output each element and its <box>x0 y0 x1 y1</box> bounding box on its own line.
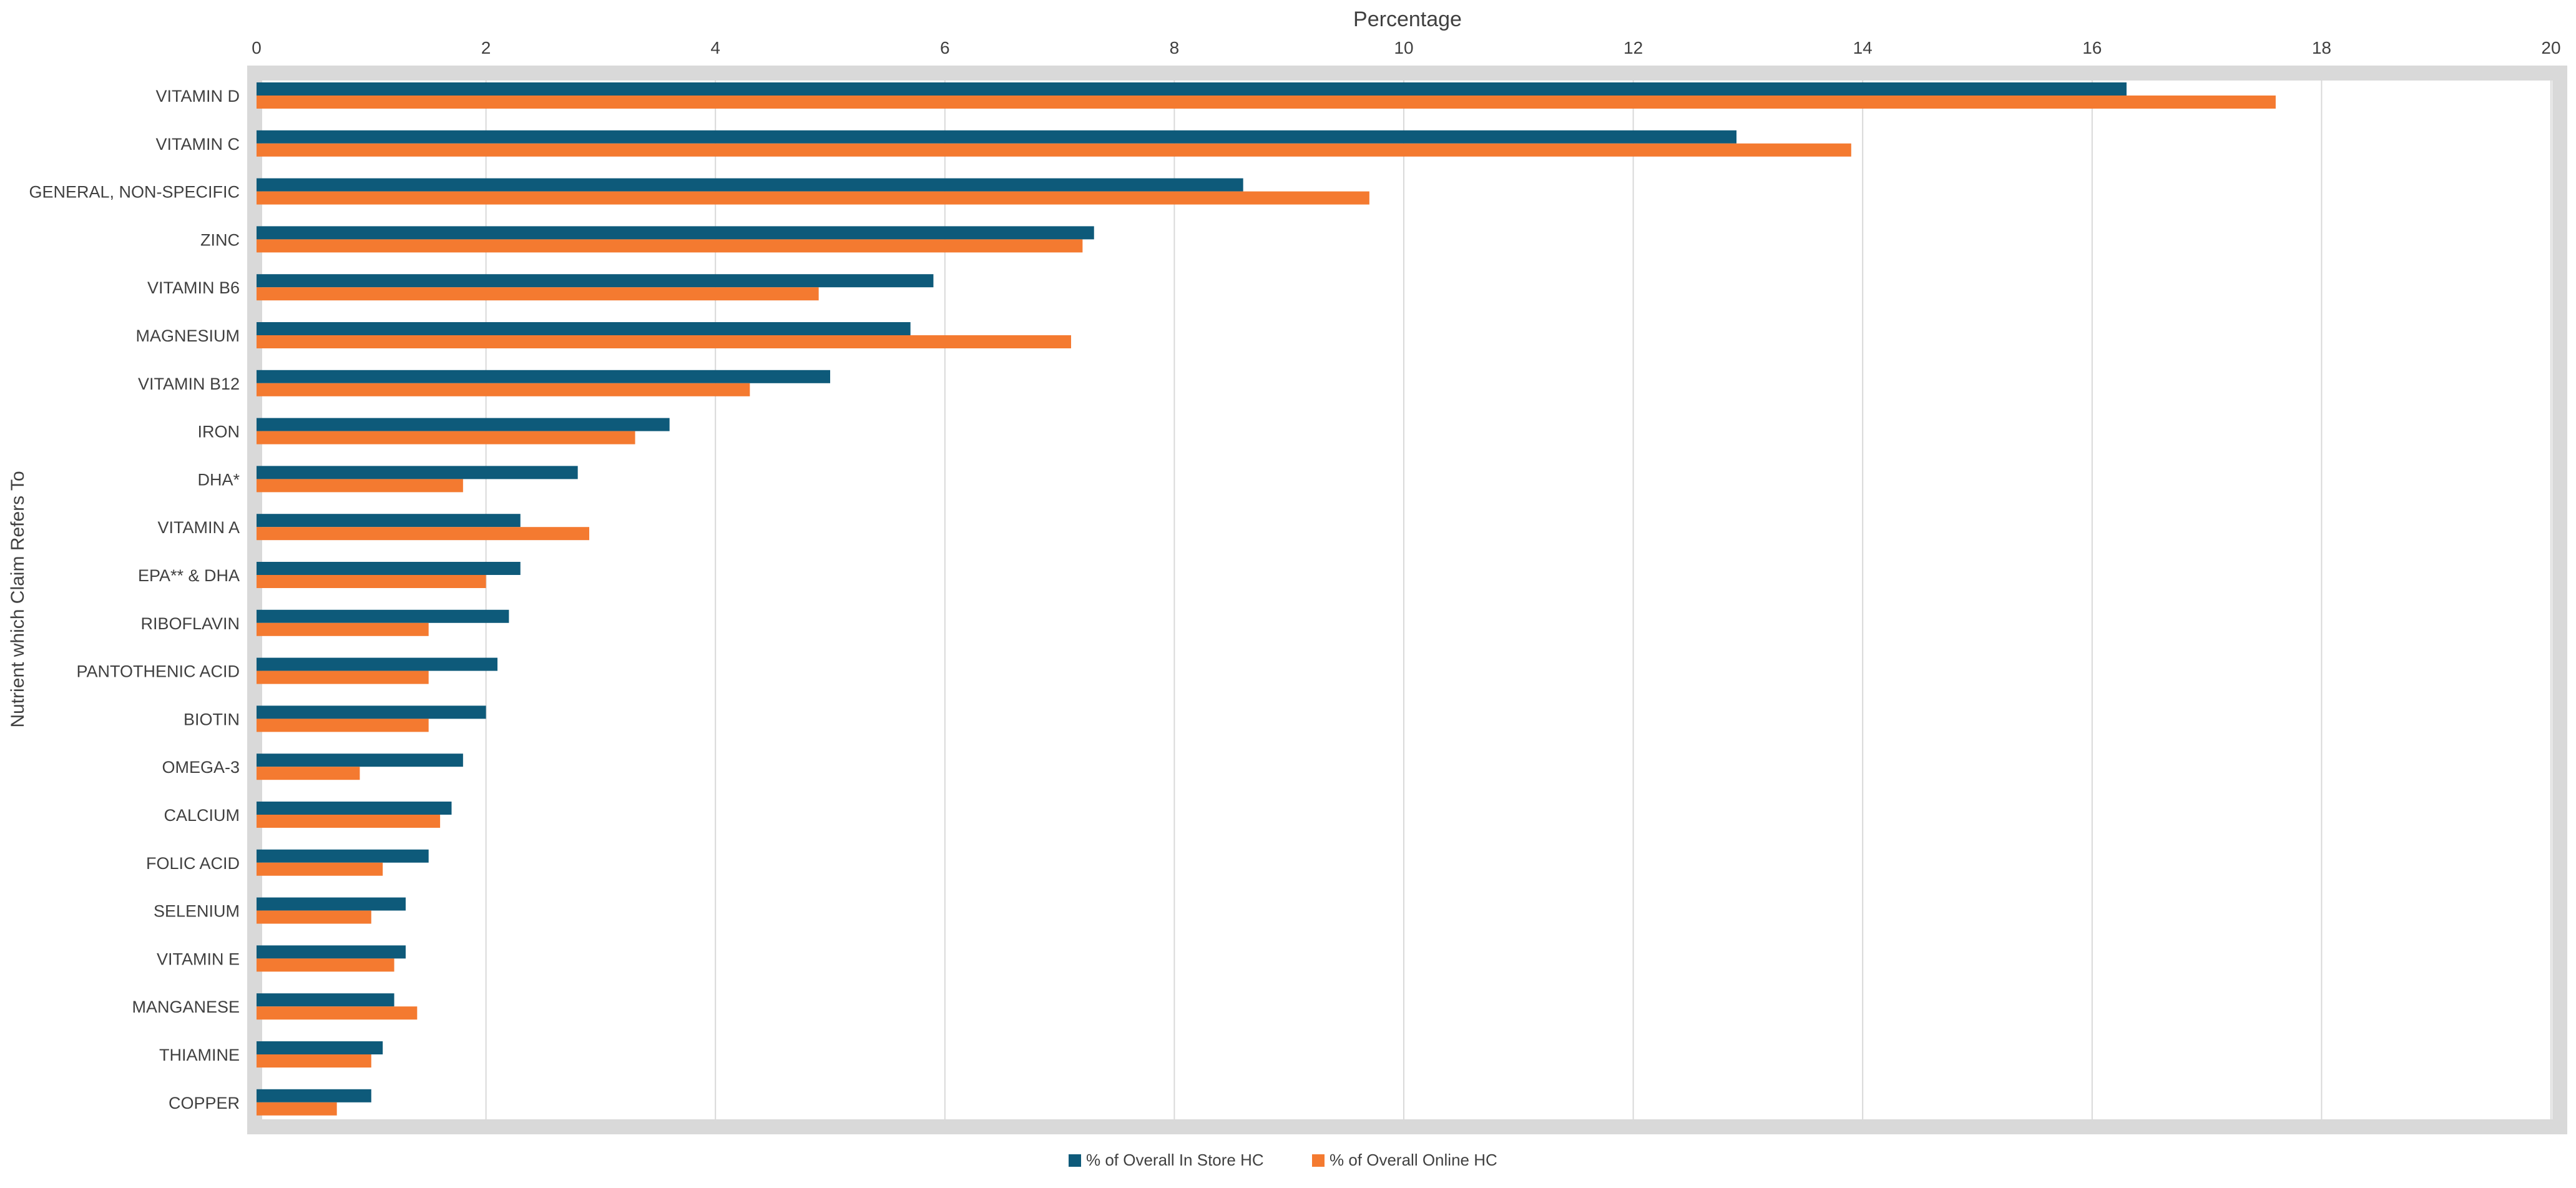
x-tick-label: 16 <box>2082 38 2102 57</box>
legend-swatch <box>1069 1154 1081 1167</box>
bar <box>257 575 486 588</box>
bar <box>257 82 2127 96</box>
y-category-label: SELENIUM <box>154 902 240 921</box>
bar <box>257 719 429 732</box>
bar <box>257 96 2276 109</box>
bar <box>257 335 1071 348</box>
bar <box>257 466 578 479</box>
x-tick-label: 10 <box>1394 38 1413 57</box>
bar <box>257 287 819 301</box>
y-category-label: BIOTIN <box>184 710 240 729</box>
bar <box>257 1054 371 1068</box>
x-tick-label: 8 <box>1170 38 1180 57</box>
y-category-label: VITAMIN B12 <box>138 375 240 393</box>
x-tick-label: 18 <box>2312 38 2331 57</box>
y-category-label: VITAMIN C <box>156 135 240 154</box>
y-axis-labels: VITAMIN D VITAMIN C GENERAL, NON-SPECIFIC Z… <box>29 87 240 1112</box>
y-category-label: THIAMINE <box>159 1046 240 1064</box>
bar <box>257 670 429 684</box>
bar <box>257 370 830 383</box>
bar <box>257 622 429 636</box>
y-category-label: VITAMIN A <box>157 518 240 537</box>
legend-swatch <box>1312 1154 1325 1167</box>
y-category-label: VITAMIN D <box>156 87 240 106</box>
bar <box>257 609 509 623</box>
bar <box>257 178 1243 192</box>
bar <box>257 657 497 671</box>
bar <box>257 562 521 575</box>
bar <box>257 143 1851 157</box>
y-category-label: COPPER <box>169 1094 240 1112</box>
x-axis-title: Percentage <box>1353 7 1462 31</box>
bar <box>257 945 406 959</box>
y-category-label: MANGANESE <box>132 998 240 1016</box>
bar <box>257 479 463 493</box>
y-category-label: VITAMIN B6 <box>147 278 240 297</box>
bar <box>257 274 934 288</box>
bar <box>257 1102 337 1116</box>
y-category-label: VITAMIN E <box>157 950 240 968</box>
bar <box>257 130 1737 144</box>
bar <box>257 226 1094 240</box>
y-category-label: MAGNESIUM <box>135 326 240 345</box>
bar <box>257 514 521 528</box>
x-axis-ticks: 0 2 4 6 8 10 12 14 16 18 20 <box>252 38 2560 57</box>
plot-area-frame <box>247 66 2567 1134</box>
y-axis-title: Nutrient which Claim Refers To <box>7 471 28 727</box>
legend-label: % of Overall Online HC <box>1330 1151 1497 1169</box>
bar <box>257 527 590 541</box>
x-tick-label: 12 <box>1623 38 1643 57</box>
y-category-label: EPA** & DHA <box>138 566 240 585</box>
bar <box>257 705 486 719</box>
bar <box>257 897 406 911</box>
y-category-label: ZINC <box>200 230 240 249</box>
y-category-label: FOLIC ACID <box>146 854 240 873</box>
x-tick-label: 4 <box>710 38 720 57</box>
legend-label: % of Overall In Store HC <box>1086 1151 1264 1169</box>
y-category-label: RIBOFLAVIN <box>140 614 240 633</box>
x-tick-label: 14 <box>1853 38 1873 57</box>
bars <box>257 82 2276 1116</box>
bar <box>257 754 463 767</box>
bar <box>257 802 452 815</box>
x-tick-label: 6 <box>940 38 950 57</box>
x-tick-label: 0 <box>252 38 262 57</box>
x-tick-label: 2 <box>481 38 491 57</box>
bar <box>257 849 429 863</box>
y-category-label: IRON <box>198 423 240 441</box>
bar <box>257 1089 371 1102</box>
gridlines <box>485 80 2552 1119</box>
bar <box>257 383 750 396</box>
y-category-label: GENERAL, NON-SPECIFIC <box>29 183 240 202</box>
x-tick-label: 20 <box>2541 38 2560 57</box>
bar <box>257 862 383 876</box>
y-category-label: CALCIUM <box>164 806 240 825</box>
bar <box>257 910 371 924</box>
bar <box>257 1041 383 1054</box>
bar <box>257 1006 418 1020</box>
bar <box>257 993 394 1007</box>
bar <box>257 767 360 780</box>
bar <box>257 418 670 431</box>
y-category-label: DHA* <box>197 470 240 489</box>
bar <box>257 815 441 828</box>
bar <box>257 322 911 335</box>
bar <box>257 431 635 444</box>
bar <box>257 958 394 972</box>
legend: % of Overall In Store HC % of Overall Onl… <box>1069 1151 1497 1169</box>
bar <box>257 191 1369 205</box>
y-category-label: PANTOTHENIC ACID <box>76 662 240 681</box>
y-category-label: OMEGA-3 <box>162 758 240 777</box>
bar <box>257 239 1083 253</box>
